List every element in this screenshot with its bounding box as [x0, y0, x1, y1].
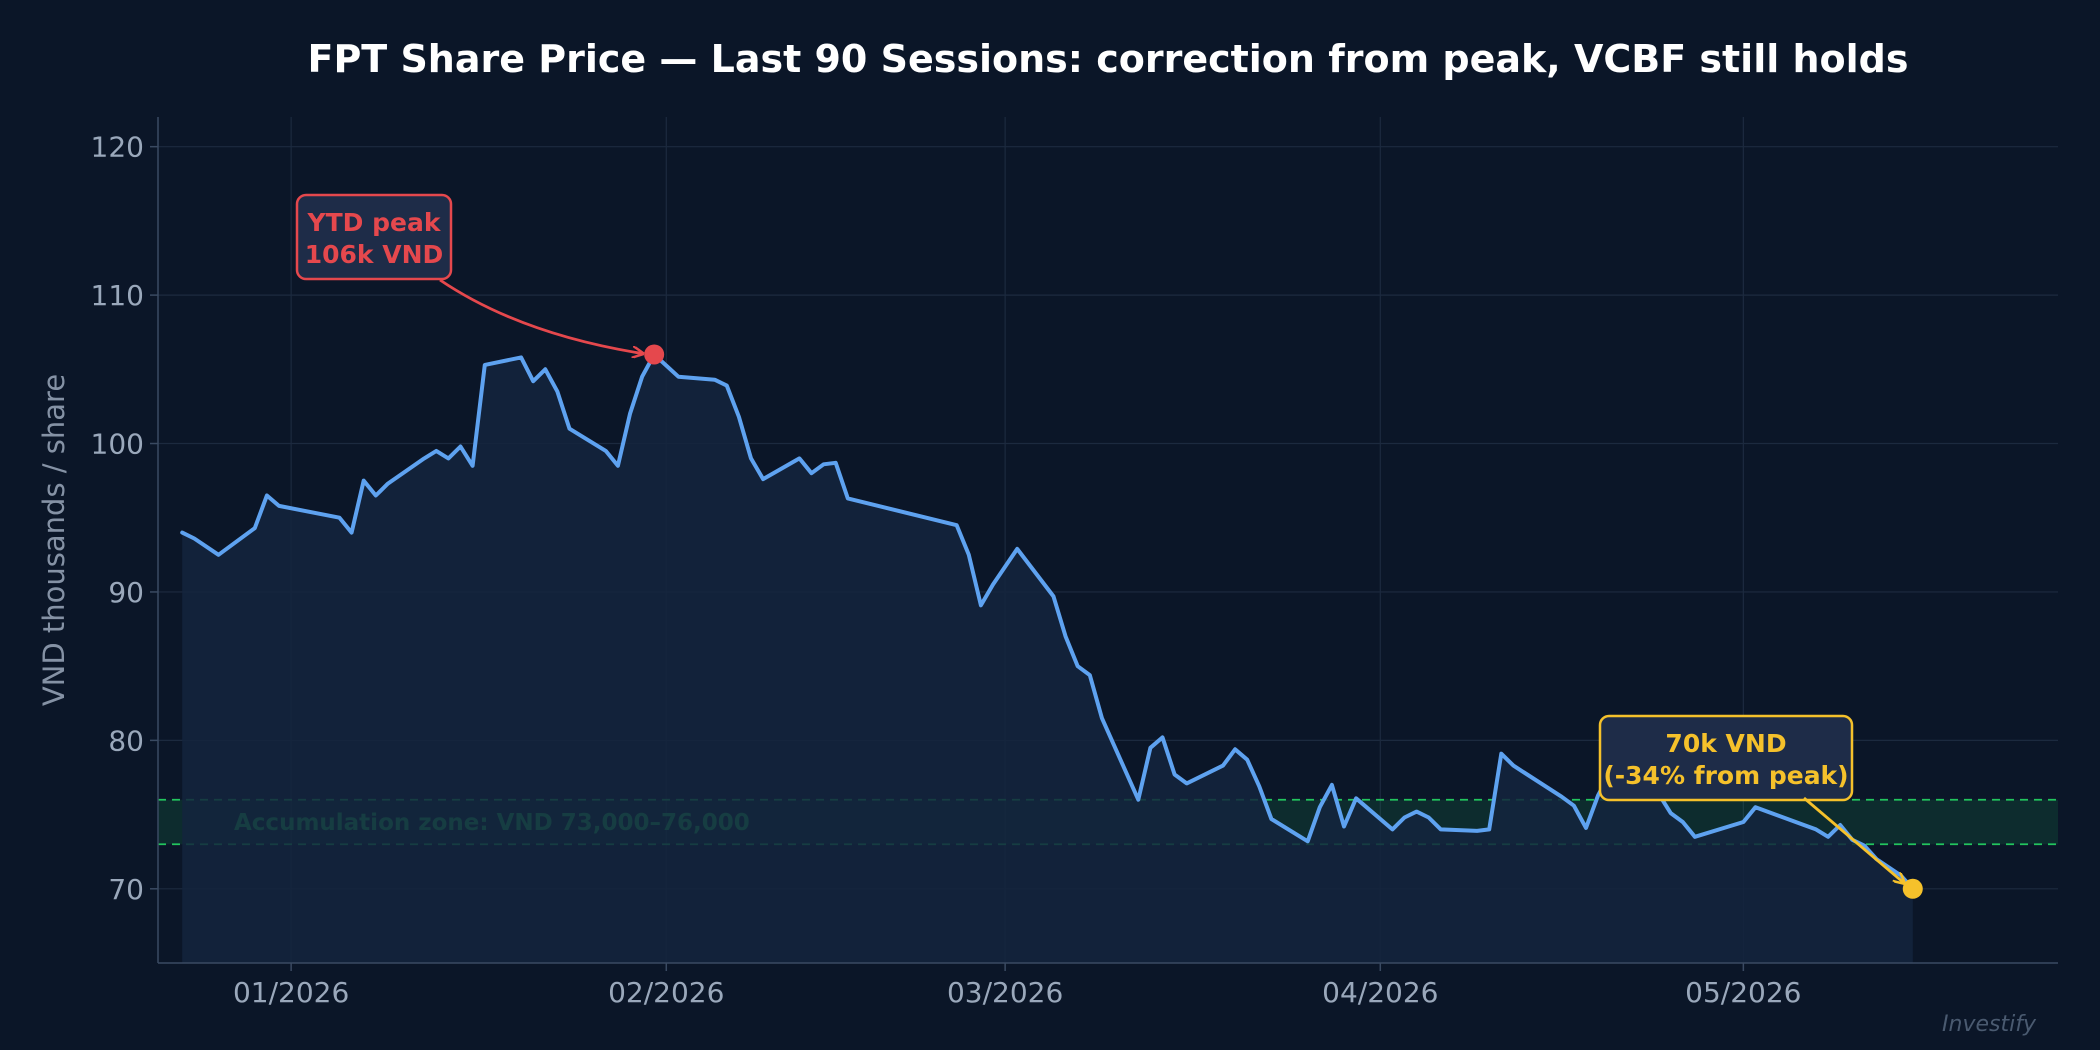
peak-annotation-box	[295, 193, 453, 281]
tick-labels: 70 80 90 100 110 120 01/2026 02/2026 03/2026 04/2…	[91, 131, 1802, 1009]
current-annotation-text: 70k VND	[1665, 729, 1786, 758]
peak-arrow	[439, 278, 642, 354]
y-tick-label: 120	[91, 131, 144, 164]
peak-marker	[644, 344, 665, 365]
current-annotation-text: (-34% from peak)	[1603, 761, 1848, 790]
current-annotation-box	[1598, 714, 1854, 802]
y-tick-label: 80	[108, 724, 144, 757]
peak-annotation: YTD peak 106k VND	[295, 193, 453, 281]
x-tick-label: 05/2026	[1685, 976, 1801, 1009]
y-tick-label: 70	[108, 873, 144, 906]
y-tick-label: 110	[91, 279, 144, 312]
x-tick-label: 01/2026	[233, 976, 349, 1009]
current-marker	[1902, 878, 1923, 899]
y-axis-label: VND thousands / share	[37, 374, 71, 706]
annotations: YTD peak 106k VND 70k VND (-34% from peak)	[295, 193, 1923, 899]
peak-annotation-text: 106k VND	[305, 240, 444, 269]
current-annotation: 70k VND (-34% from peak)	[1598, 714, 1854, 802]
price-area	[182, 354, 1913, 963]
x-tick-label: 04/2026	[1322, 976, 1438, 1009]
watermark: Investify	[1942, 1012, 2037, 1037]
axes	[150, 117, 2058, 971]
x-tick-label: 03/2026	[947, 976, 1063, 1009]
y-tick-label: 90	[108, 576, 144, 609]
chart-title: FPT Share Price — Last 90 Sessions: corr…	[307, 37, 1908, 81]
price-series	[180, 352, 1915, 963]
current-arrow	[1803, 796, 1904, 883]
x-tick-label: 02/2026	[608, 976, 724, 1009]
y-tick-label: 100	[91, 428, 144, 461]
peak-annotation-text: YTD peak	[307, 208, 442, 237]
